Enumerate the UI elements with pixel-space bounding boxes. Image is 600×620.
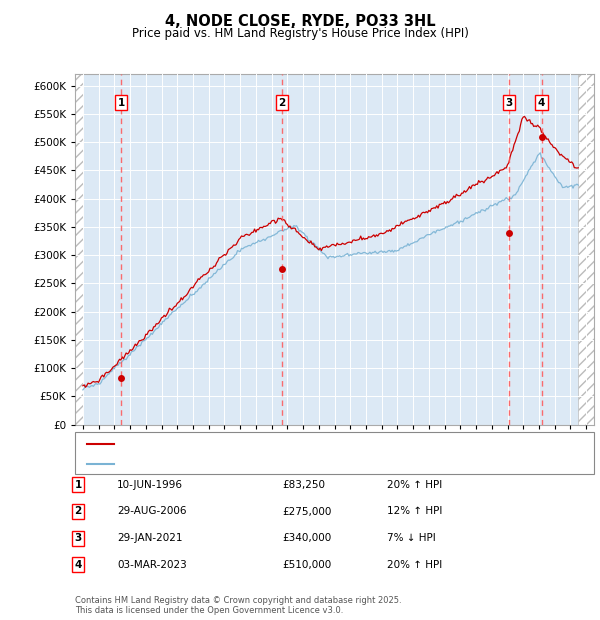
Text: 29-AUG-2006: 29-AUG-2006 xyxy=(117,507,187,516)
Text: 7% ↓ HPI: 7% ↓ HPI xyxy=(387,533,436,543)
Bar xyxy=(578,74,594,425)
Text: 3: 3 xyxy=(505,98,512,108)
Text: 4, NODE CLOSE, RYDE, PO33 3HL (detached house): 4, NODE CLOSE, RYDE, PO33 3HL (detached … xyxy=(120,439,388,449)
Text: 3: 3 xyxy=(74,533,82,543)
Text: Contains HM Land Registry data © Crown copyright and database right 2025.
This d: Contains HM Land Registry data © Crown c… xyxy=(75,596,401,615)
Bar xyxy=(75,74,83,425)
Text: HPI: Average price, detached house, Isle of Wight: HPI: Average price, detached house, Isle… xyxy=(120,459,378,469)
Text: 29-JAN-2021: 29-JAN-2021 xyxy=(117,533,182,543)
Text: Price paid vs. HM Land Registry's House Price Index (HPI): Price paid vs. HM Land Registry's House … xyxy=(131,27,469,40)
Text: 10-JUN-1996: 10-JUN-1996 xyxy=(117,480,183,490)
Text: 1: 1 xyxy=(74,480,82,490)
Text: 2: 2 xyxy=(74,507,82,516)
Text: 20% ↑ HPI: 20% ↑ HPI xyxy=(387,560,442,570)
Text: £340,000: £340,000 xyxy=(282,533,331,543)
Text: 2: 2 xyxy=(278,98,286,108)
Text: 03-MAR-2023: 03-MAR-2023 xyxy=(117,560,187,570)
Text: 4, NODE CLOSE, RYDE, PO33 3HL: 4, NODE CLOSE, RYDE, PO33 3HL xyxy=(164,14,436,29)
Text: £510,000: £510,000 xyxy=(282,560,331,570)
Text: £275,000: £275,000 xyxy=(282,507,331,516)
Text: 20% ↑ HPI: 20% ↑ HPI xyxy=(387,480,442,490)
Text: 4: 4 xyxy=(538,98,545,108)
Text: 1: 1 xyxy=(118,98,125,108)
Text: £83,250: £83,250 xyxy=(282,480,325,490)
Text: 12% ↑ HPI: 12% ↑ HPI xyxy=(387,507,442,516)
Text: 4: 4 xyxy=(74,560,82,570)
